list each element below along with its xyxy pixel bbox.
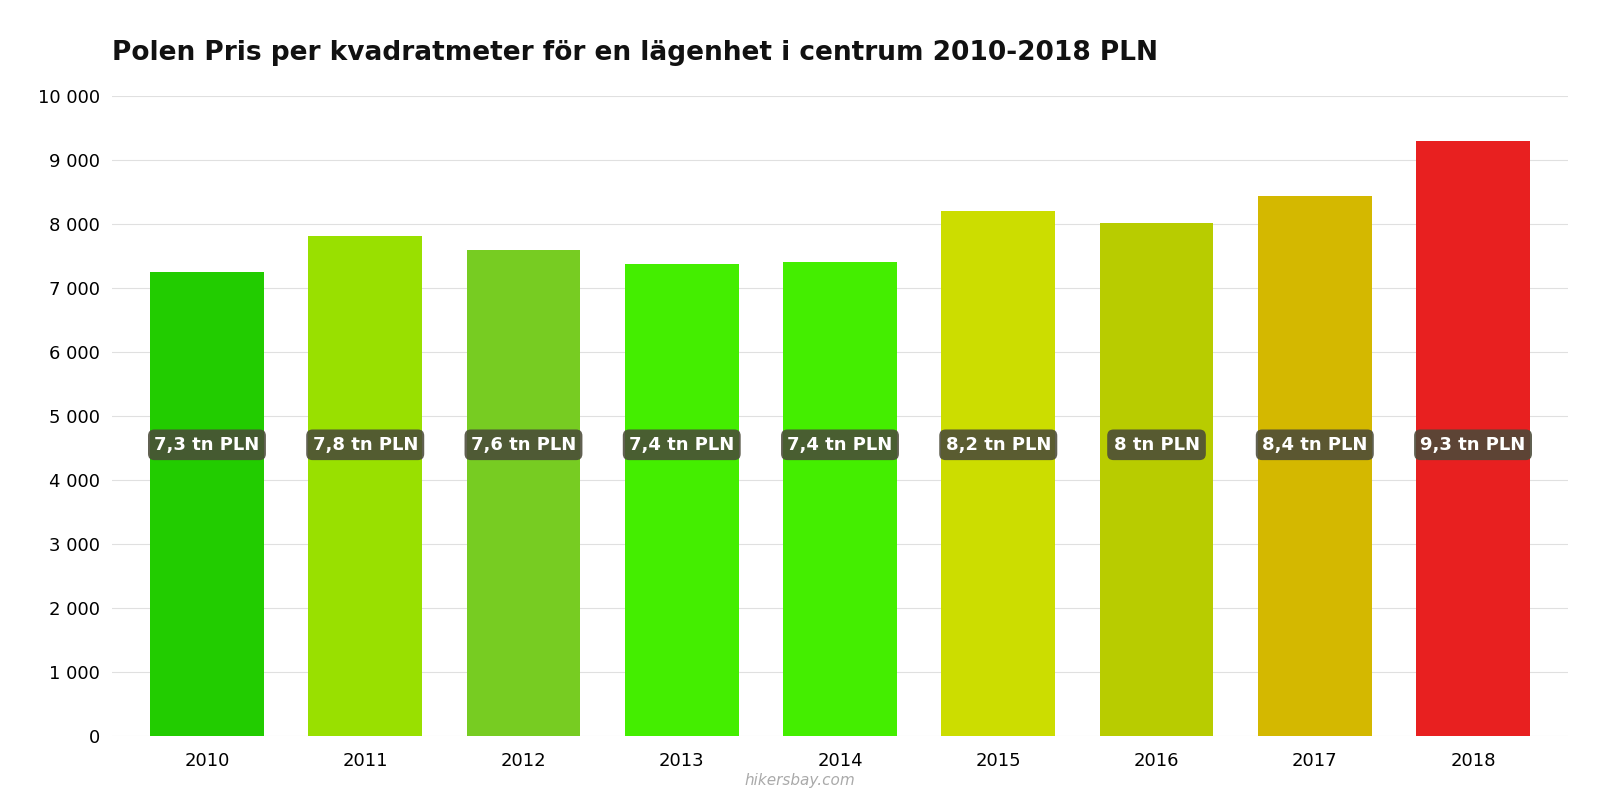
Text: 8,2 tn PLN: 8,2 tn PLN: [946, 436, 1051, 454]
Text: 7,6 tn PLN: 7,6 tn PLN: [470, 436, 576, 454]
Text: 8,4 tn PLN: 8,4 tn PLN: [1262, 436, 1368, 454]
Bar: [150, 272, 264, 736]
Bar: [1258, 197, 1371, 736]
Text: 7,4 tn PLN: 7,4 tn PLN: [787, 436, 893, 454]
Text: 9,3 tn PLN: 9,3 tn PLN: [1421, 436, 1526, 454]
Bar: [941, 211, 1056, 736]
Bar: [467, 250, 581, 736]
Bar: [782, 262, 898, 736]
Bar: [309, 235, 422, 736]
Text: 8 tn PLN: 8 tn PLN: [1114, 436, 1200, 454]
Bar: [1416, 141, 1530, 736]
Bar: [624, 264, 739, 736]
Text: Polen Pris per kvadratmeter för en lägenhet i centrum 2010-2018 PLN: Polen Pris per kvadratmeter för en lägen…: [112, 40, 1158, 66]
Text: hikersbay.com: hikersbay.com: [744, 773, 856, 788]
Text: 7,8 tn PLN: 7,8 tn PLN: [312, 436, 418, 454]
Bar: [1099, 222, 1213, 736]
Text: 7,3 tn PLN: 7,3 tn PLN: [154, 436, 259, 454]
Text: 7,4 tn PLN: 7,4 tn PLN: [629, 436, 734, 454]
